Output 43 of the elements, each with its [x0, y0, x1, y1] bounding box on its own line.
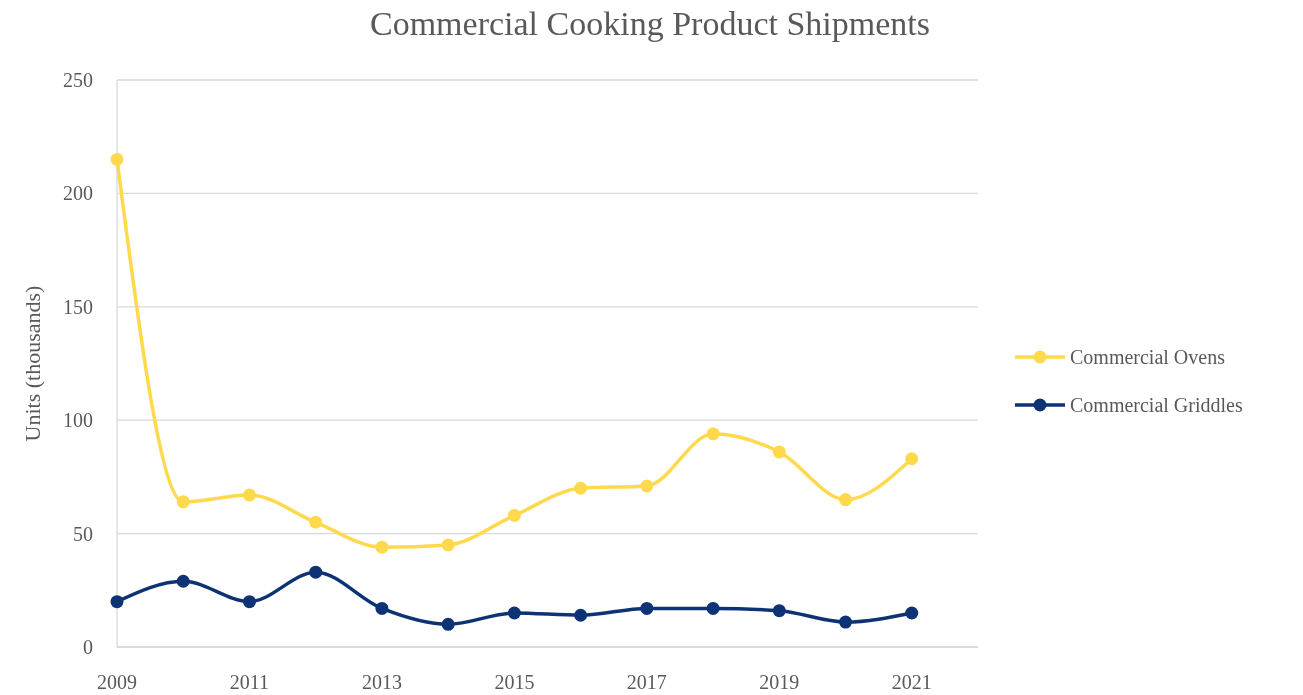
- point: [839, 493, 853, 507]
- x-tick-label: 2009: [97, 671, 137, 693]
- point: [441, 617, 455, 631]
- point: [772, 445, 786, 459]
- y-axis-title: Units (thousands): [20, 285, 45, 442]
- point: [176, 495, 190, 509]
- x-tick-label: 2015: [494, 671, 535, 693]
- point: [905, 452, 919, 466]
- point: [574, 481, 588, 495]
- point: [176, 574, 190, 588]
- y-tick-label: 200: [63, 182, 93, 205]
- point: [640, 601, 654, 615]
- x-tick-label: 2019: [759, 671, 800, 693]
- y-tick-label: 250: [63, 69, 93, 91]
- point: [441, 538, 455, 552]
- y-tick-label: 100: [63, 409, 93, 432]
- point: [242, 595, 256, 609]
- y-tick-label: 0: [83, 636, 93, 658]
- x-tick-label: 2017: [626, 671, 667, 693]
- point: [706, 601, 720, 615]
- point: [110, 595, 124, 609]
- point: [905, 606, 919, 620]
- point: [507, 606, 521, 620]
- point: [772, 604, 786, 618]
- point: [839, 615, 853, 629]
- point: [574, 608, 588, 622]
- point: [375, 540, 389, 554]
- point: [242, 488, 256, 502]
- point: [640, 479, 654, 493]
- x-tick-label: 2011: [229, 671, 270, 693]
- point: [706, 427, 720, 441]
- legend-label: Commercial Griddles: [1070, 394, 1243, 416]
- point: [375, 601, 389, 615]
- x-tick-label: 2013: [361, 671, 402, 693]
- y-tick-label: 150: [63, 295, 93, 318]
- point: [309, 515, 323, 529]
- y-tick-label: 50: [73, 522, 93, 545]
- chart-title: Commercial Cooking Product Shipments: [369, 5, 931, 42]
- x-tick-label: 2021: [891, 671, 932, 693]
- point: [309, 565, 323, 579]
- point: [110, 152, 124, 166]
- point: [507, 508, 521, 522]
- legend-label: Commercial Ovens: [1070, 346, 1226, 368]
